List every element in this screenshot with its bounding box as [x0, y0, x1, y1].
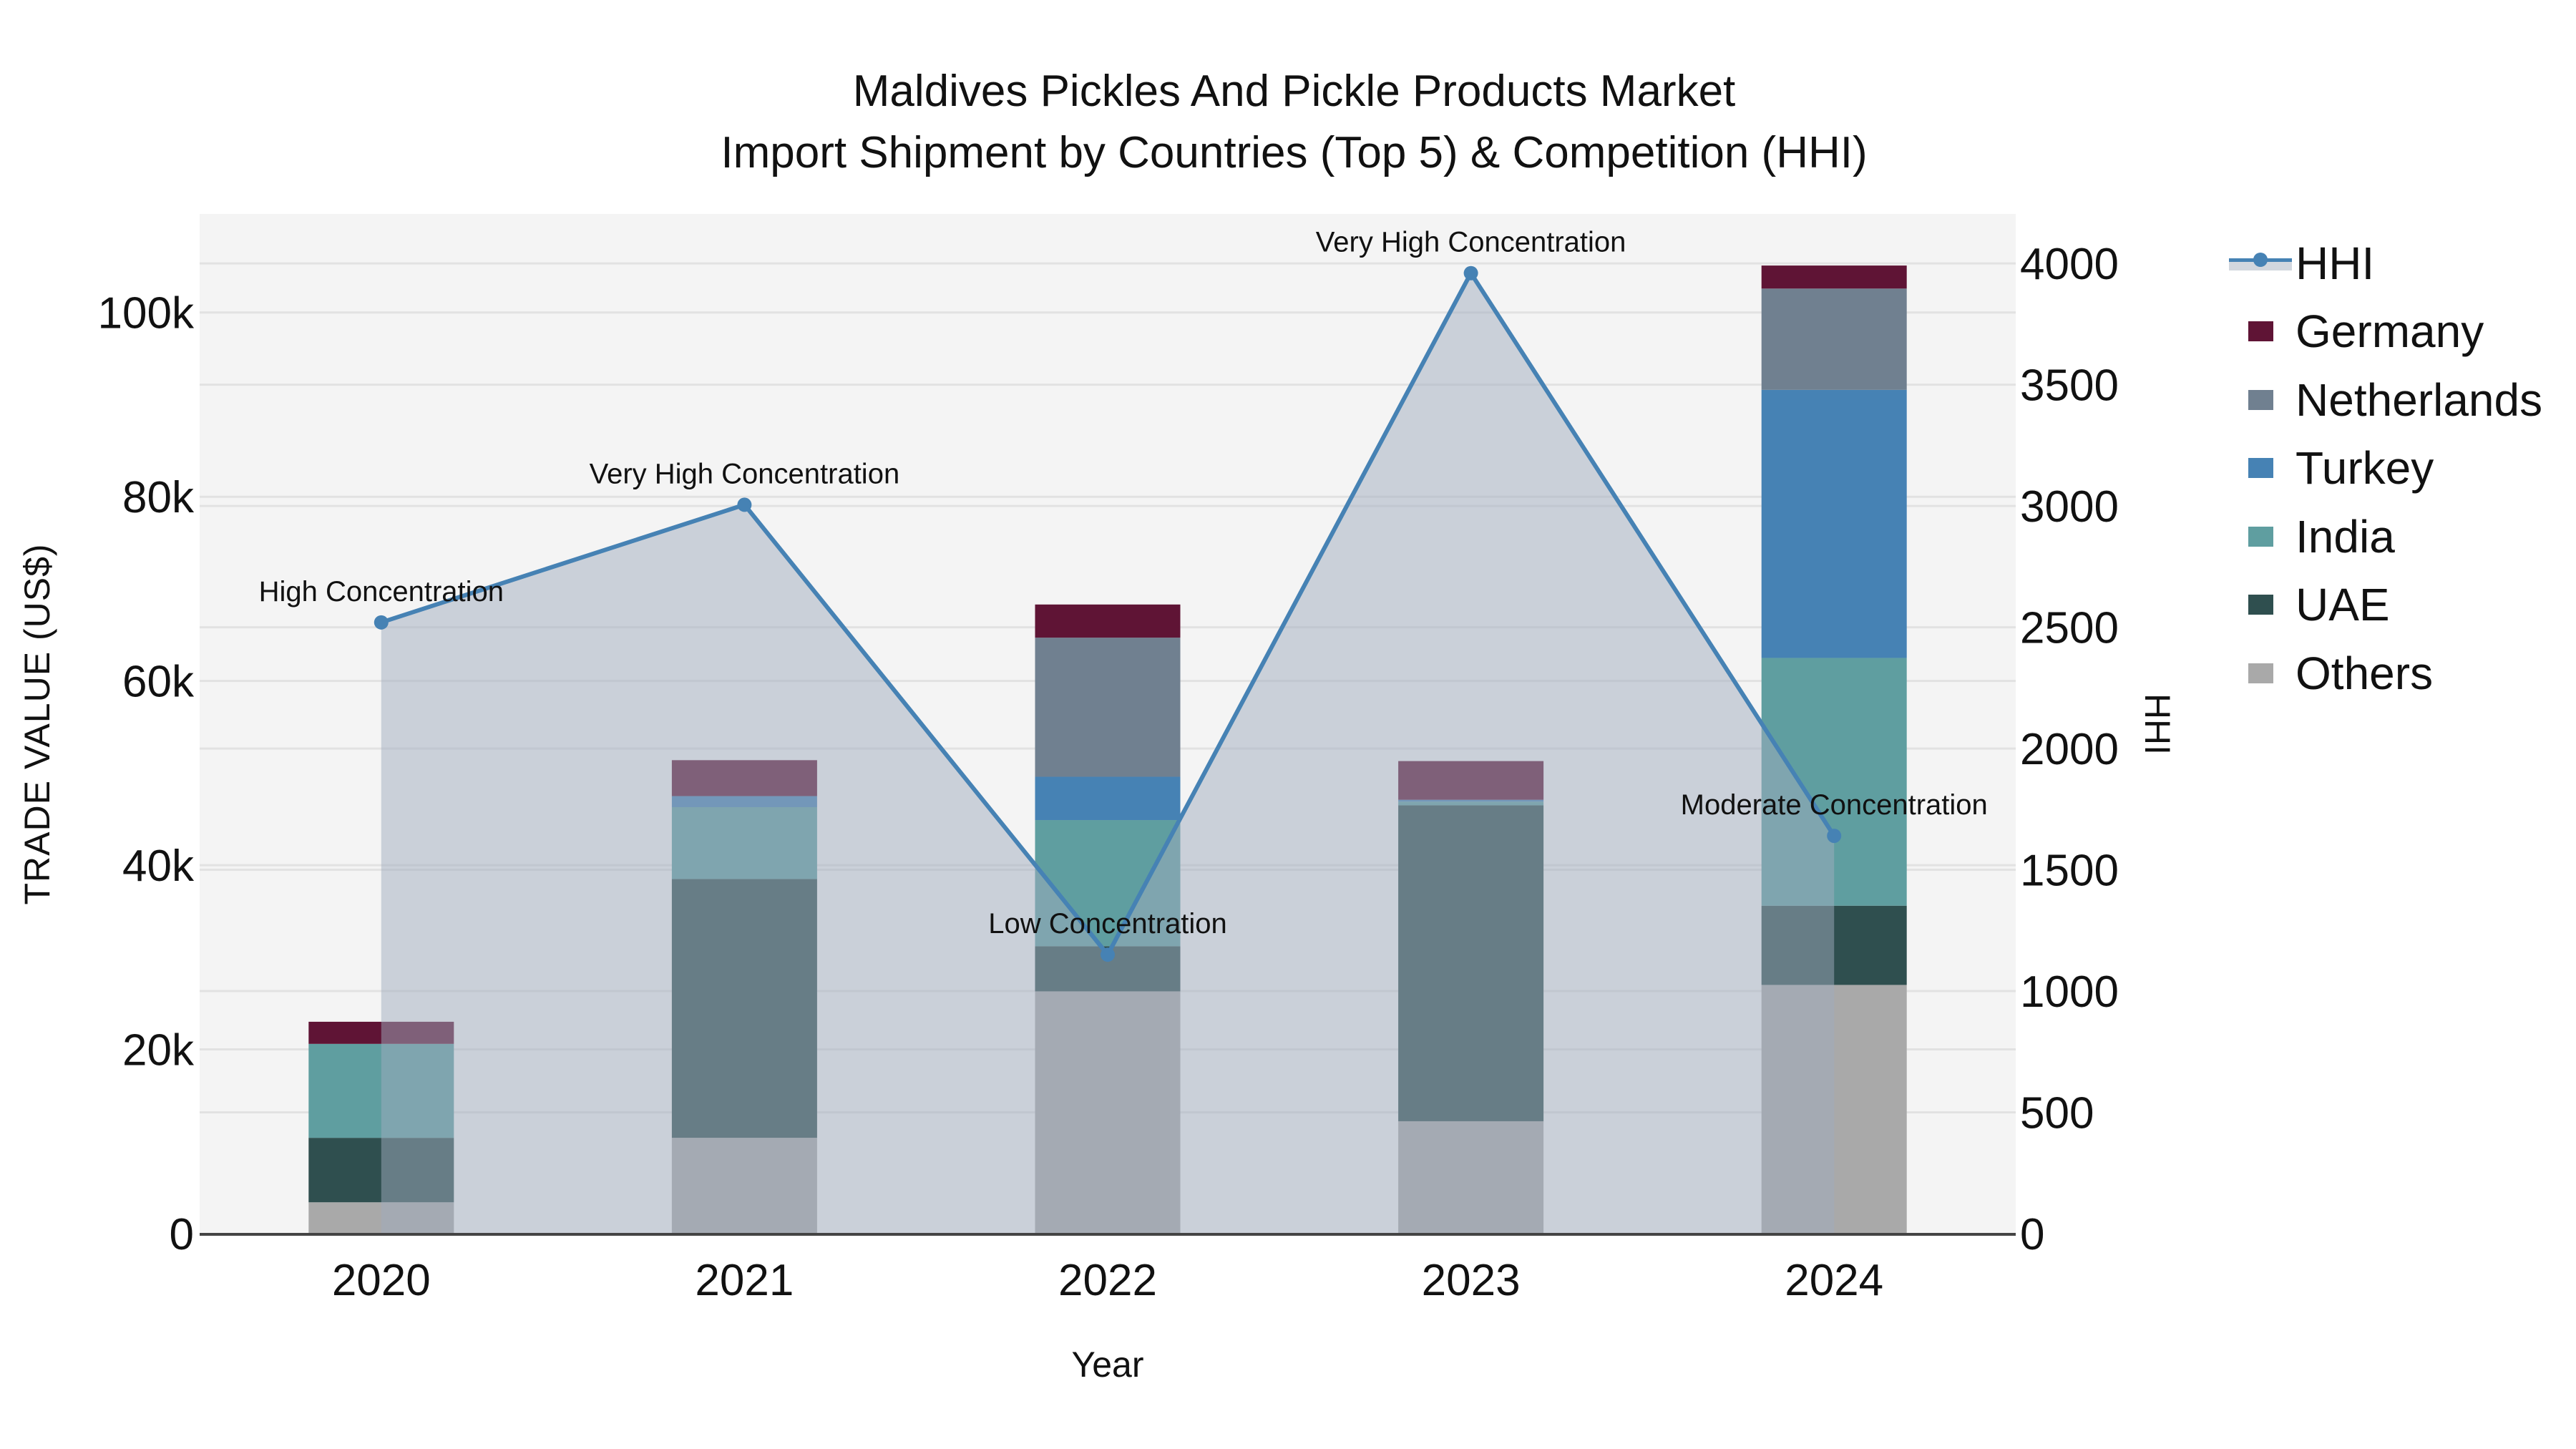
bar-segment-turkey[interactable]	[1035, 776, 1181, 821]
x-tick-label: 2022	[1058, 1256, 1157, 1305]
y2-tick-label: 1000	[2020, 967, 2119, 1017]
legend-label: Turkey	[2296, 442, 2434, 494]
x-tick-label: 2020	[332, 1256, 431, 1305]
hhi-point-2021[interactable]	[737, 497, 752, 512]
annotation-label: Very High Concentration	[590, 458, 900, 489]
y2-tick-label: 3500	[2020, 361, 2119, 411]
legend-label: UAE	[2296, 579, 2390, 631]
color-swatch-icon	[2248, 595, 2273, 615]
line-marker-icon	[2229, 252, 2292, 273]
hhi-point-2022[interactable]	[1101, 947, 1115, 962]
y-axis-ticks: 0 20k 40k 60k 80k 100k	[98, 289, 195, 1259]
y2-tick-label: 2000	[2020, 725, 2119, 774]
bar-segment-germany[interactable]	[1035, 604, 1181, 638]
legend-label: Netherlands	[2296, 374, 2543, 426]
y-tick-label: 80k	[122, 473, 195, 522]
legend-label: HHI	[2296, 237, 2375, 289]
annotation-label: Moderate Concentration	[1681, 789, 1988, 821]
y-tick-label: 100k	[98, 289, 195, 338]
legend-label: Germany	[2296, 306, 2484, 358]
y-tick-label: 60k	[122, 658, 195, 707]
legend-label: India	[2296, 510, 2395, 562]
y-tick-label: 20k	[122, 1026, 195, 1075]
chart-title: Maldives Pickles And Pickle Products Mar…	[852, 67, 1736, 116]
x-axis-ticks: 2020 2021 2022 2023 2024	[332, 1256, 1883, 1305]
bar-segment-netherlands[interactable]	[1035, 638, 1181, 777]
hhi-markers	[374, 265, 1842, 962]
bar-segment-germany[interactable]	[1761, 265, 1907, 289]
hhi-annotations: High Concentration Very High Concentratio…	[259, 227, 1988, 940]
hhi-point-2020[interactable]	[374, 615, 389, 630]
y2-tick-label: 1500	[2020, 847, 2119, 896]
color-swatch-icon	[2248, 458, 2273, 479]
y2-tick-label: 2500	[2020, 604, 2119, 653]
annotation-label: Low Concentration	[988, 908, 1227, 940]
chart-subtitle: Import Shipment by Countries (Top 5) & C…	[721, 128, 1868, 177]
y-tick-label: 40k	[122, 841, 195, 891]
legend-label: Others	[2296, 647, 2434, 699]
bar-segment-netherlands[interactable]	[1761, 288, 1907, 390]
y2-tick-label: 3000	[2020, 482, 2119, 532]
x-tick-label: 2024	[1785, 1256, 1883, 1305]
annotation-label: Very High Concentration	[1316, 227, 1626, 258]
y-axis-title: TRADE VALUE (US$)	[17, 543, 57, 905]
x-axis-title: Year	[1071, 1345, 1144, 1385]
annotation-label: High Concentration	[259, 576, 504, 608]
y2-axis-title: HHI	[2137, 693, 2177, 756]
color-swatch-icon	[2248, 321, 2273, 342]
y2-tick-label: 500	[2020, 1089, 2094, 1138]
y-tick-label: 0	[170, 1210, 194, 1259]
hhi-area-fill	[381, 273, 1835, 1234]
y2-axis-ticks: 0 500 1000 1500 2000 2500 3000 3500 4000	[2020, 240, 2119, 1259]
hhi-point-2024[interactable]	[1827, 829, 1842, 844]
color-swatch-icon	[2248, 526, 2273, 547]
color-swatch-icon	[2248, 663, 2273, 683]
hhi-point-2023[interactable]	[1463, 265, 1478, 280]
x-tick-label: 2023	[1422, 1256, 1521, 1305]
color-swatch-icon	[2248, 389, 2273, 410]
x-tick-label: 2021	[695, 1256, 794, 1305]
y2-tick-label: 4000	[2020, 240, 2119, 289]
bar-segment-turkey[interactable]	[1761, 389, 1907, 658]
y2-tick-label: 0	[2020, 1210, 2044, 1259]
